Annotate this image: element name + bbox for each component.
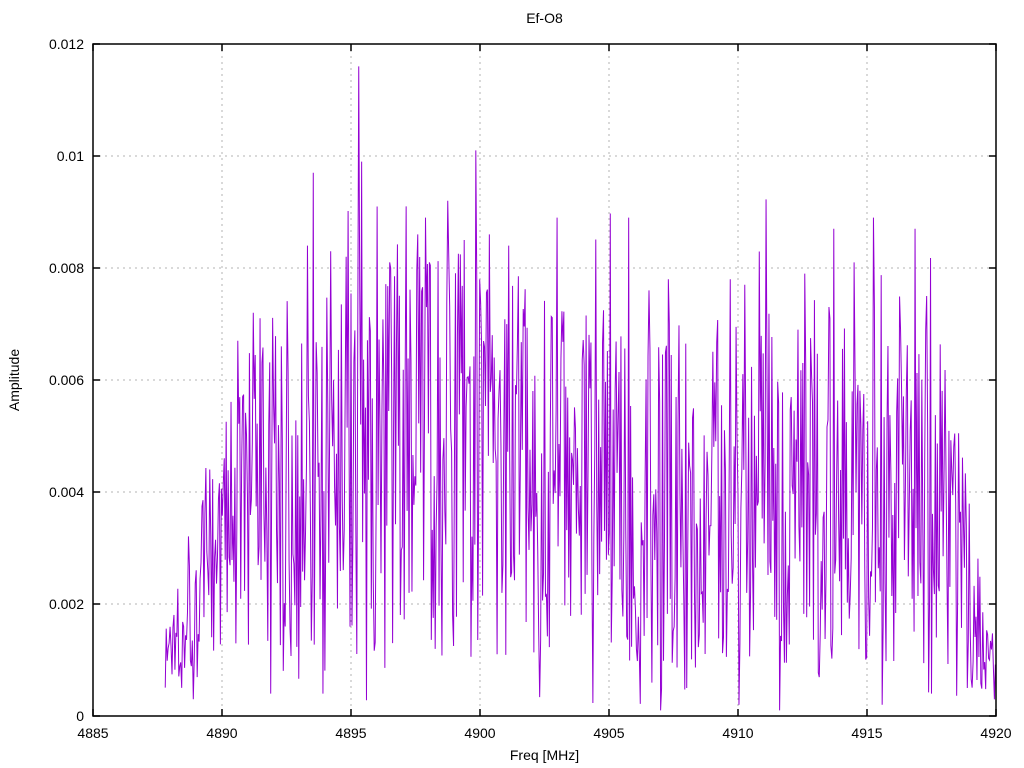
y-tick-label: 0.002 [49, 596, 84, 612]
x-tick-label: 4885 [77, 725, 108, 741]
y-tick-label: 0 [76, 708, 84, 724]
y-tick-label: 0.01 [57, 148, 84, 164]
y-tick-label: 0.004 [49, 484, 84, 500]
y-tick-label: 0.006 [49, 372, 84, 388]
x-tick-label: 4920 [980, 725, 1011, 741]
series-path [164, 66, 996, 711]
x-tick-label: 4910 [722, 725, 753, 741]
y-tick-label: 0.012 [49, 36, 84, 52]
x-tick-label: 4900 [464, 725, 495, 741]
x-axis-label: Freq [MHz] [509, 747, 580, 763]
y-tick-label: 0.008 [49, 260, 84, 276]
x-tick-label: 4905 [593, 725, 624, 741]
x-tick-label: 4890 [206, 725, 237, 741]
chart-title: Ef-O8 [526, 10, 563, 26]
x-tick-label: 4895 [335, 725, 366, 741]
x-tick-label: 4915 [851, 725, 882, 741]
